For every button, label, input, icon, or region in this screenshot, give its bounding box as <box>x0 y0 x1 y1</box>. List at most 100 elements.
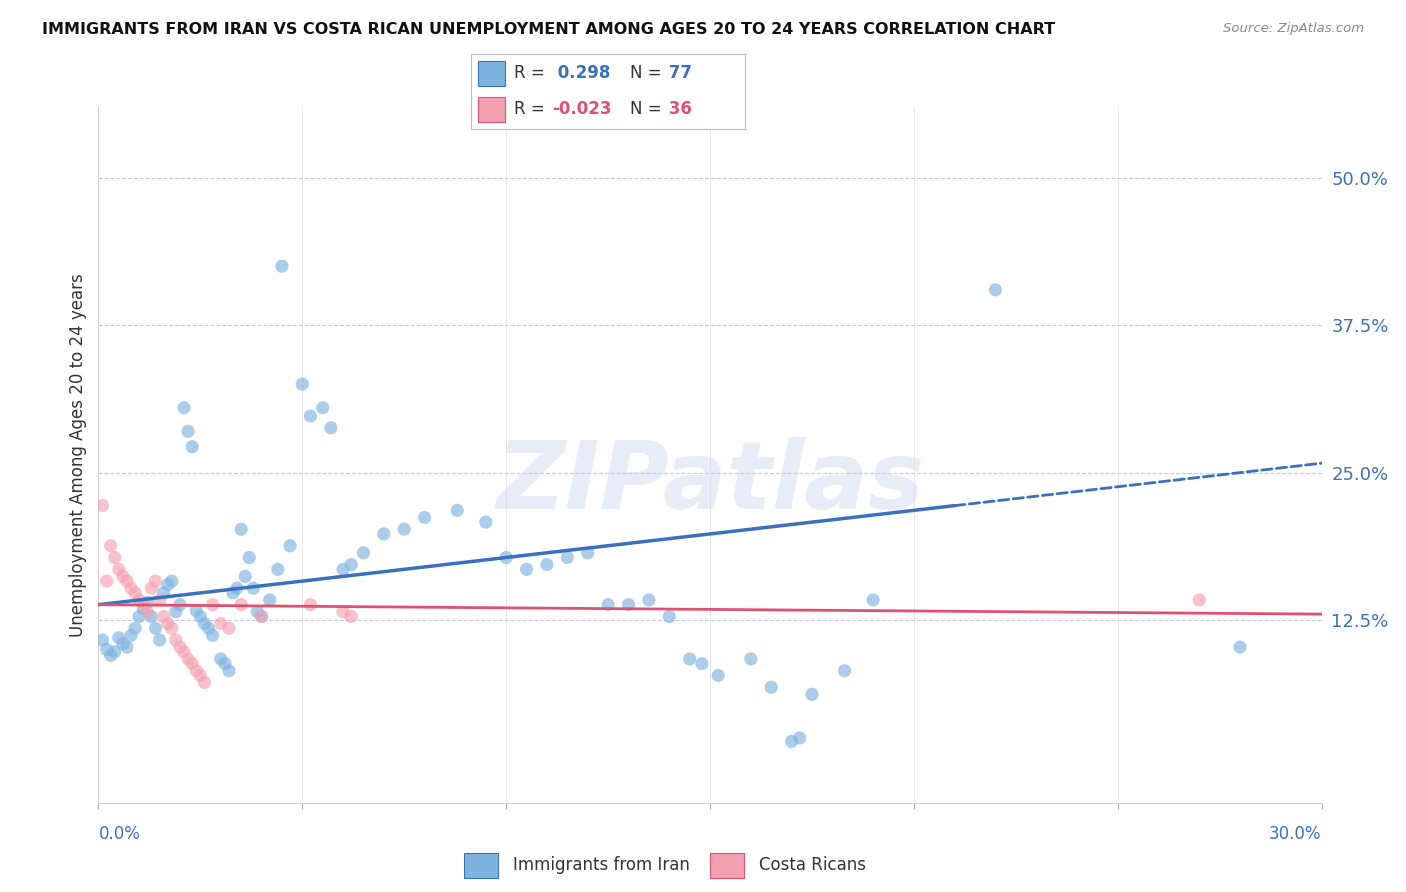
Text: 36: 36 <box>664 100 692 119</box>
Point <box>250 609 273 624</box>
Point <box>474 515 498 529</box>
Point <box>242 581 264 595</box>
Text: R =: R = <box>513 64 544 82</box>
Point <box>576 546 599 560</box>
Point <box>862 593 884 607</box>
Point <box>91 633 114 648</box>
Text: ZIPatlas: ZIPatlas <box>496 437 924 529</box>
Point <box>340 609 363 624</box>
Point <box>319 421 342 435</box>
Point <box>132 598 155 612</box>
Point <box>218 621 240 635</box>
Point <box>169 598 191 612</box>
Point <box>120 628 142 642</box>
Point <box>128 609 150 624</box>
Point <box>446 503 468 517</box>
Point <box>226 581 249 595</box>
Point <box>557 550 579 565</box>
Text: N =: N = <box>630 64 662 82</box>
Point <box>156 577 179 591</box>
Point <box>181 657 204 671</box>
Point <box>209 652 232 666</box>
Point <box>124 586 146 600</box>
Point <box>299 409 322 423</box>
Point <box>312 401 335 415</box>
Point <box>91 499 114 513</box>
Point <box>495 550 517 565</box>
Point <box>115 574 138 588</box>
Point <box>96 574 118 588</box>
Text: 0.0%: 0.0% <box>98 825 141 843</box>
Point <box>536 558 558 572</box>
Point <box>373 527 395 541</box>
Point <box>270 259 294 273</box>
Point <box>141 581 163 595</box>
Point <box>291 377 314 392</box>
Point <box>177 652 200 666</box>
Point <box>108 631 131 645</box>
Text: Immigrants from Iran: Immigrants from Iran <box>513 856 690 874</box>
Point <box>177 425 200 439</box>
Point <box>136 595 159 609</box>
Point <box>145 574 167 588</box>
Point <box>165 633 187 648</box>
Point <box>1229 640 1251 654</box>
Point <box>834 664 856 678</box>
Point <box>332 562 354 576</box>
Point <box>222 586 245 600</box>
Point <box>761 680 783 694</box>
Point <box>231 522 253 536</box>
Point <box>111 637 134 651</box>
Text: 77: 77 <box>664 64 692 82</box>
Point <box>690 657 713 671</box>
Point <box>340 558 363 572</box>
Point <box>617 598 640 612</box>
Point <box>136 605 159 619</box>
Point <box>598 598 620 612</box>
Point <box>132 601 155 615</box>
Point <box>124 621 146 635</box>
Point <box>250 609 273 624</box>
Bar <box>464 853 499 878</box>
Bar <box>478 61 505 86</box>
Y-axis label: Unemployment Among Ages 20 to 24 years: Unemployment Among Ages 20 to 24 years <box>69 273 87 637</box>
Point <box>231 598 253 612</box>
Point <box>789 731 811 745</box>
Point <box>1188 593 1211 607</box>
Point <box>128 593 150 607</box>
Point <box>186 604 208 618</box>
Point <box>160 621 183 635</box>
Point <box>152 586 174 600</box>
Point <box>173 401 195 415</box>
Point <box>165 605 187 619</box>
Point <box>201 628 224 642</box>
Point <box>141 609 163 624</box>
Point <box>181 440 204 454</box>
Point <box>193 675 215 690</box>
Point <box>149 593 172 607</box>
Text: R =: R = <box>513 100 544 119</box>
Point <box>984 283 1007 297</box>
Point <box>188 609 212 624</box>
Point <box>111 569 134 583</box>
Bar <box>478 96 505 122</box>
Point <box>658 609 681 624</box>
Point <box>246 605 269 619</box>
Point <box>233 569 256 583</box>
Point <box>100 648 122 663</box>
Bar <box>710 853 745 878</box>
Text: Costa Ricans: Costa Ricans <box>759 856 866 874</box>
Text: IMMIGRANTS FROM IRAN VS COSTA RICAN UNEMPLOYMENT AMONG AGES 20 TO 24 YEARS CORRE: IMMIGRANTS FROM IRAN VS COSTA RICAN UNEM… <box>42 22 1056 37</box>
Point <box>173 645 195 659</box>
Point <box>516 562 538 576</box>
Point <box>201 598 224 612</box>
Point <box>413 510 436 524</box>
Point <box>267 562 290 576</box>
Point <box>679 652 702 666</box>
Point <box>801 687 824 701</box>
Point <box>160 574 183 588</box>
Point <box>299 598 322 612</box>
Point <box>392 522 416 536</box>
Point <box>238 550 260 565</box>
Point <box>120 581 142 595</box>
